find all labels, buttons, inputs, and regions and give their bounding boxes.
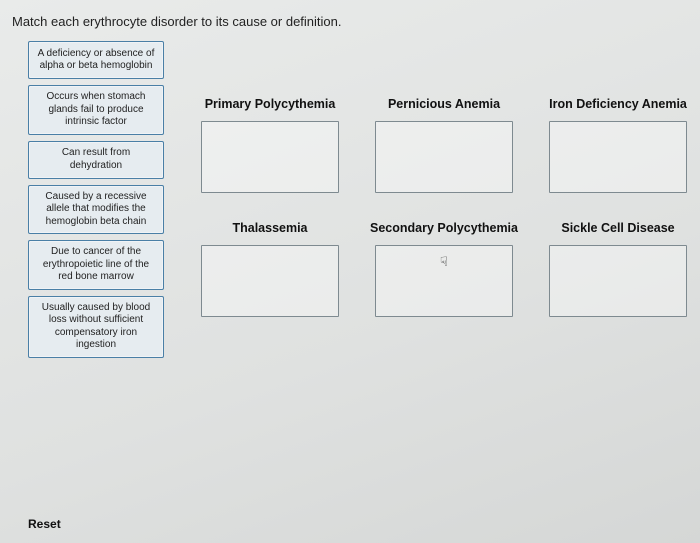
drag-card[interactable]: A deficiency or absence of alpha or beta… bbox=[28, 41, 164, 79]
target-row: Thalassemia Secondary Polycythemia ☟ Sic… bbox=[194, 221, 694, 317]
target-label: Thalassemia bbox=[232, 221, 307, 237]
dropzone[interactable] bbox=[201, 121, 339, 193]
drop-target: Thalassemia bbox=[194, 221, 346, 317]
target-row: Primary Polycythemia Pernicious Anemia I… bbox=[194, 97, 694, 193]
target-label: Iron Deficiency Anemia bbox=[549, 97, 687, 113]
exercise-page: Match each erythrocyte disorder to its c… bbox=[0, 0, 700, 543]
drag-card-text: Caused by a recessive allele that modifi… bbox=[35, 191, 157, 229]
target-label: Primary Polycythemia bbox=[205, 97, 336, 113]
drag-card-text: Occurs when stomach glands fail to produ… bbox=[35, 91, 157, 129]
dropzone[interactable] bbox=[549, 121, 687, 193]
drag-card-text: Can result from dehydration bbox=[35, 147, 157, 172]
drag-card[interactable]: Can result from dehydration bbox=[28, 141, 164, 179]
drag-card-text: Usually caused by blood loss without suf… bbox=[35, 302, 157, 352]
drag-card-text: Due to cancer of the erythropoietic line… bbox=[35, 246, 157, 284]
drop-target: Pernicious Anemia bbox=[368, 97, 520, 193]
dropzone[interactable] bbox=[201, 245, 339, 317]
drag-card[interactable]: Caused by a recessive allele that modifi… bbox=[28, 185, 164, 235]
exercise-body: A deficiency or absence of alpha or beta… bbox=[10, 41, 694, 358]
dropzone[interactable] bbox=[375, 121, 513, 193]
target-label: Secondary Polycythemia bbox=[370, 221, 518, 237]
drag-card-text: A deficiency or absence of alpha or beta… bbox=[35, 48, 157, 73]
instruction-text: Match each erythrocyte disorder to its c… bbox=[12, 14, 694, 29]
dropzone[interactable]: ☟ bbox=[375, 245, 513, 317]
dropzone[interactable] bbox=[549, 245, 687, 317]
drag-card[interactable]: Due to cancer of the erythropoietic line… bbox=[28, 240, 164, 290]
cursor-hand-icon: ☟ bbox=[440, 254, 448, 270]
drag-card[interactable]: Occurs when stomach glands fail to produ… bbox=[28, 85, 164, 135]
drop-target: Primary Polycythemia bbox=[194, 97, 346, 193]
drop-target: Sickle Cell Disease bbox=[542, 221, 694, 317]
target-label: Pernicious Anemia bbox=[388, 97, 500, 113]
drop-target: Iron Deficiency Anemia bbox=[542, 97, 694, 193]
drop-target: Secondary Polycythemia ☟ bbox=[368, 221, 520, 317]
drag-source-column: A deficiency or absence of alpha or beta… bbox=[28, 41, 164, 358]
target-label: Sickle Cell Disease bbox=[561, 221, 674, 237]
drop-target-area: Primary Polycythemia Pernicious Anemia I… bbox=[164, 41, 694, 358]
drag-card[interactable]: Usually caused by blood loss without suf… bbox=[28, 296, 164, 358]
reset-button[interactable]: Reset bbox=[28, 517, 61, 531]
